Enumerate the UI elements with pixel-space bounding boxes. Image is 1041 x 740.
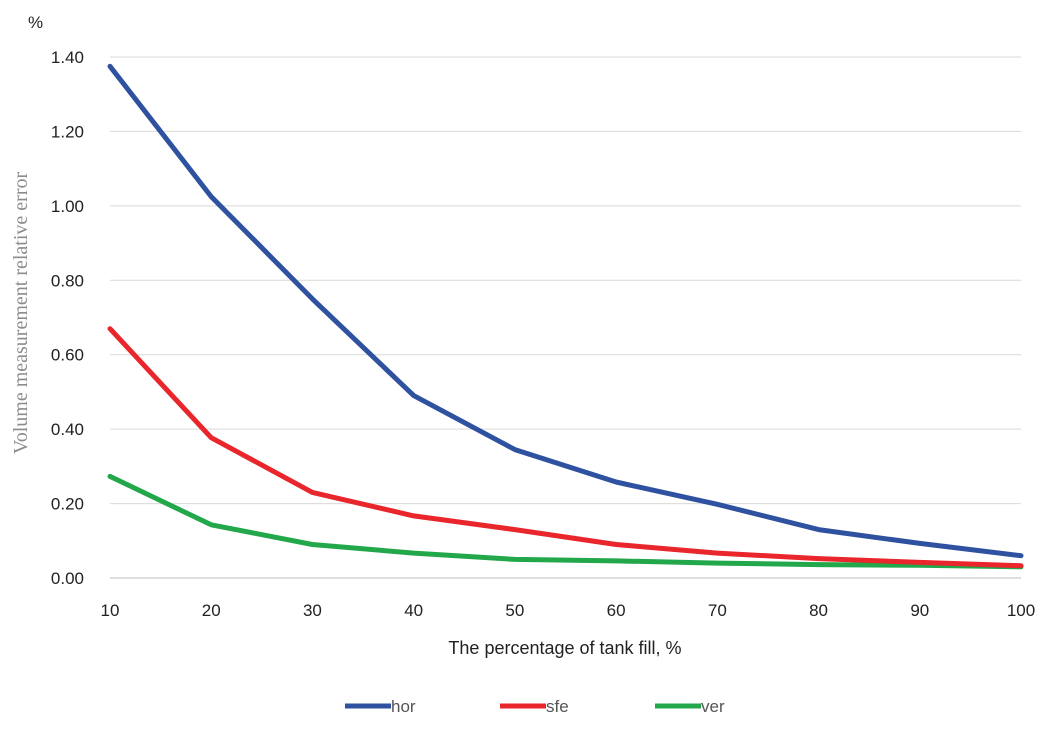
y-tick-label: 0.00 [51, 569, 84, 588]
x-tick-label: 50 [505, 601, 524, 620]
series-line-hor [107, 63, 1024, 559]
y-tick-label: 0.20 [51, 495, 84, 514]
y-axis-ticks: 0.00 0.20 0.40 0.60 0.80 1.00 1.20 1.40 [51, 48, 84, 588]
legend-label-hor: hor [391, 697, 416, 716]
x-tick-label: 40 [404, 601, 423, 620]
x-tick-label: 10 [101, 601, 120, 620]
x-axis-ticks: 10 20 30 40 50 60 70 80 90 100 [101, 601, 1036, 620]
y-tick-label: 0.60 [51, 346, 84, 365]
x-axis-title: The percentage of tank fill, % [448, 638, 681, 658]
series-lines [107, 63, 1024, 570]
legend-label-ver: ver [701, 697, 725, 716]
series-line-ver [107, 473, 1024, 570]
y-tick-label: 0.80 [51, 271, 84, 290]
y-tick-label: 0.40 [51, 420, 84, 439]
x-tick-label: 20 [202, 601, 221, 620]
y-tick-label: 1.20 [51, 122, 84, 141]
y-tick-label: 1.40 [51, 48, 84, 67]
gridlines [110, 56, 1021, 579]
x-tick-label: 90 [910, 601, 929, 620]
x-tick-label: 30 [303, 601, 322, 620]
legend: hor sfe ver [345, 697, 725, 716]
x-tick-label: 60 [607, 601, 626, 620]
x-tick-label: 100 [1007, 601, 1035, 620]
x-tick-label: 70 [708, 601, 727, 620]
y-axis-title: Volume measurement relative error [10, 172, 32, 455]
y-unit-label: % [28, 13, 43, 32]
series-line-sfe [107, 326, 1024, 569]
legend-label-sfe: sfe [546, 697, 569, 716]
y-tick-label: 1.00 [51, 197, 84, 216]
x-tick-label: 80 [809, 601, 828, 620]
